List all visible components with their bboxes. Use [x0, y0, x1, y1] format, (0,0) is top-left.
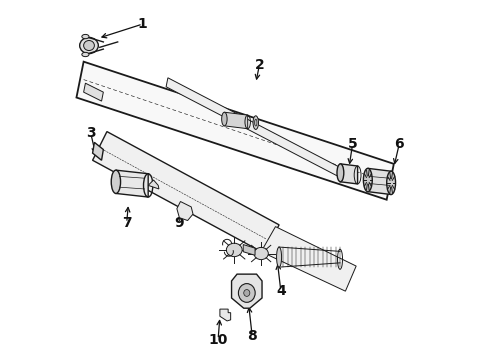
Ellipse shape [276, 247, 282, 267]
Ellipse shape [111, 170, 121, 193]
Polygon shape [93, 132, 279, 253]
Polygon shape [177, 202, 193, 221]
Ellipse shape [239, 284, 255, 302]
Polygon shape [148, 180, 159, 189]
Text: 9: 9 [174, 216, 183, 230]
Polygon shape [261, 226, 356, 291]
Polygon shape [341, 164, 358, 184]
Ellipse shape [226, 243, 242, 257]
Ellipse shape [254, 119, 257, 126]
Ellipse shape [364, 168, 372, 192]
Polygon shape [166, 78, 340, 176]
Text: 7: 7 [122, 216, 131, 230]
Ellipse shape [244, 289, 250, 296]
Text: 10: 10 [208, 333, 228, 347]
Ellipse shape [253, 116, 259, 130]
Ellipse shape [84, 41, 95, 50]
Ellipse shape [254, 247, 269, 260]
Text: 2: 2 [254, 58, 264, 72]
Text: 1: 1 [138, 17, 147, 31]
Polygon shape [84, 83, 103, 101]
Polygon shape [232, 274, 262, 308]
Text: 4: 4 [276, 284, 286, 298]
Polygon shape [76, 62, 394, 200]
Polygon shape [116, 170, 148, 197]
Text: 8: 8 [247, 329, 257, 343]
Ellipse shape [387, 171, 395, 194]
Text: 6: 6 [394, 137, 404, 151]
Ellipse shape [80, 37, 98, 54]
Ellipse shape [82, 35, 89, 39]
Polygon shape [220, 309, 231, 321]
Ellipse shape [82, 52, 89, 57]
Polygon shape [224, 112, 247, 129]
Polygon shape [93, 142, 103, 160]
Text: 5: 5 [348, 137, 358, 151]
Text: 3: 3 [86, 126, 96, 140]
Ellipse shape [221, 112, 227, 126]
Polygon shape [243, 244, 255, 255]
Ellipse shape [337, 164, 344, 182]
Polygon shape [368, 168, 391, 194]
